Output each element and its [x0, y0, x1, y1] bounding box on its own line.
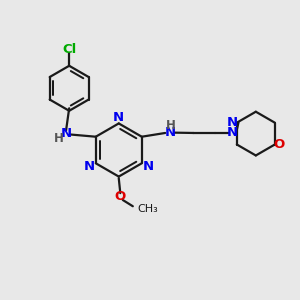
Text: O: O — [115, 190, 126, 203]
Text: N: N — [113, 111, 124, 124]
Text: O: O — [274, 138, 285, 151]
Text: N: N — [61, 127, 72, 140]
Text: H: H — [166, 119, 176, 132]
Text: Cl: Cl — [62, 43, 76, 56]
Text: CH₃: CH₃ — [137, 204, 158, 214]
Text: N: N — [164, 125, 175, 139]
Text: N: N — [84, 160, 95, 173]
Text: N: N — [142, 160, 154, 173]
Text: N: N — [227, 127, 238, 140]
Text: N: N — [226, 116, 238, 129]
Text: H: H — [54, 132, 64, 146]
